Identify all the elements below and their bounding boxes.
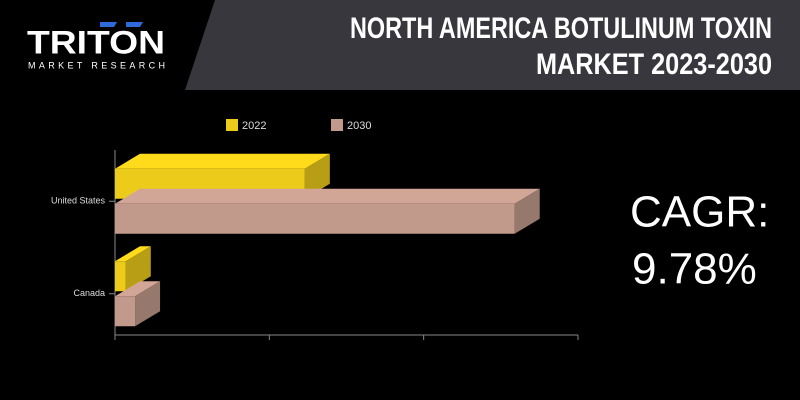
bar-side bbox=[135, 281, 161, 327]
bar bbox=[115, 203, 515, 234]
legend-label: 2030 bbox=[347, 120, 371, 132]
bar-top bbox=[115, 188, 540, 204]
title-line: MARKET 2023-2030 bbox=[536, 48, 772, 81]
logo-tagline: MARKET RESEARCH bbox=[28, 60, 165, 70]
bar-side bbox=[304, 153, 330, 199]
bar bbox=[115, 261, 126, 292]
title-line: NORTH AMERICA BOTULINUM TOXIN bbox=[350, 12, 772, 45]
bar bbox=[115, 296, 136, 327]
chart: 2022 2030 United States Canada bbox=[51, 119, 579, 340]
legend-swatch bbox=[226, 119, 238, 131]
cagr-label: CAGR: bbox=[630, 188, 769, 237]
logo-name: TRITON bbox=[27, 24, 165, 60]
header-band bbox=[185, 0, 800, 90]
logo-accent bbox=[126, 22, 143, 27]
y-tick-label: United States bbox=[51, 196, 106, 206]
legend-label: 2022 bbox=[242, 120, 266, 132]
logo-accent bbox=[100, 22, 117, 27]
bar-top bbox=[115, 281, 161, 297]
bar-side bbox=[125, 246, 151, 292]
legend-swatch bbox=[331, 119, 343, 131]
y-tick-label: Canada bbox=[73, 288, 105, 298]
bar-side bbox=[514, 188, 540, 234]
bar-top bbox=[115, 246, 151, 262]
bar-top bbox=[115, 153, 330, 169]
cagr-value: 9.78% bbox=[632, 245, 757, 294]
